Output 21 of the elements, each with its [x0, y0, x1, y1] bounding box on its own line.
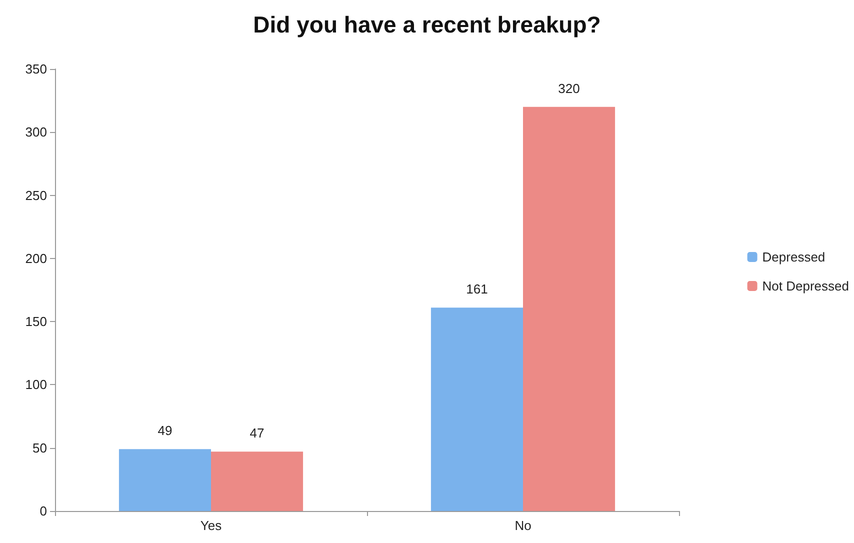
data-label: 47	[250, 426, 264, 441]
x-tick-label: No	[514, 518, 532, 533]
y-tick-label: 150	[25, 314, 47, 330]
legend-label: Depressed	[762, 250, 826, 264]
legend-label: Not Depressed	[762, 278, 850, 294]
chart-title: Did you have a recent breakup?	[253, 12, 601, 38]
data-label: 49	[158, 423, 172, 438]
y-tick-label: 300	[25, 124, 47, 140]
y-tick-label: 250	[25, 188, 47, 203]
y-tick-label: 50	[32, 440, 47, 456]
data-label: 161	[466, 282, 488, 297]
bar	[523, 106, 616, 511]
x-tick-label: Yes	[200, 518, 222, 533]
y-tick-label: 350	[25, 62, 47, 76]
bar	[430, 308, 523, 511]
data-label: 320	[558, 80, 580, 96]
bar	[211, 452, 304, 511]
y-tick-label: 100	[25, 377, 47, 392]
bar	[118, 449, 211, 511]
y-tick-label: 0	[40, 504, 47, 518]
y-tick-label: 200	[25, 250, 47, 266]
